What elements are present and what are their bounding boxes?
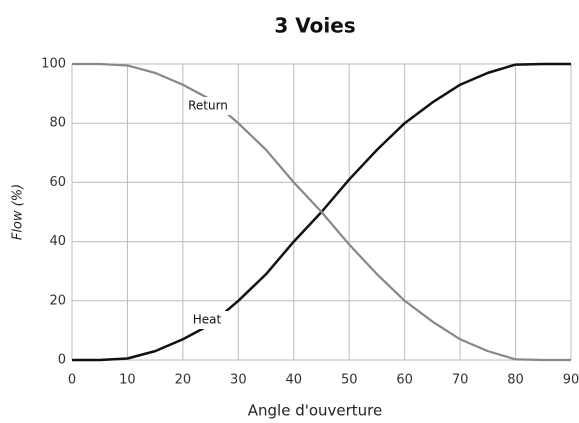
y-tick-label: 80 [49, 116, 66, 131]
y-tick-label: 20 [49, 293, 66, 308]
series-line [72, 62, 571, 362]
series-label-bg [186, 97, 230, 115]
series-label-bg [185, 311, 229, 329]
x-tick-label: 0 [68, 373, 76, 388]
x-tick-label: 30 [230, 373, 247, 388]
x-tick-label: 20 [175, 373, 192, 388]
series-label: Heat [193, 313, 222, 327]
y-axis-label: Flow (%) [11, 184, 26, 240]
chart-title: 3 Voies [274, 14, 355, 38]
x-tick-label: 90 [563, 373, 579, 388]
series-label: Return [188, 99, 228, 113]
y-tick-label: 0 [58, 353, 66, 368]
x-tick-label: 10 [119, 373, 136, 388]
x-tick-label: 70 [452, 373, 469, 388]
x-tick-label: 80 [507, 373, 524, 388]
x-axis-label: Angle d'ouverture [248, 402, 383, 420]
x-tick-label: 40 [286, 373, 303, 388]
x-tick-label: 60 [396, 373, 413, 388]
y-tick-label: 100 [41, 57, 66, 72]
y-tick-label: 40 [49, 234, 66, 249]
x-tick-label: 50 [341, 373, 358, 388]
y-tick-label: 60 [49, 175, 66, 190]
